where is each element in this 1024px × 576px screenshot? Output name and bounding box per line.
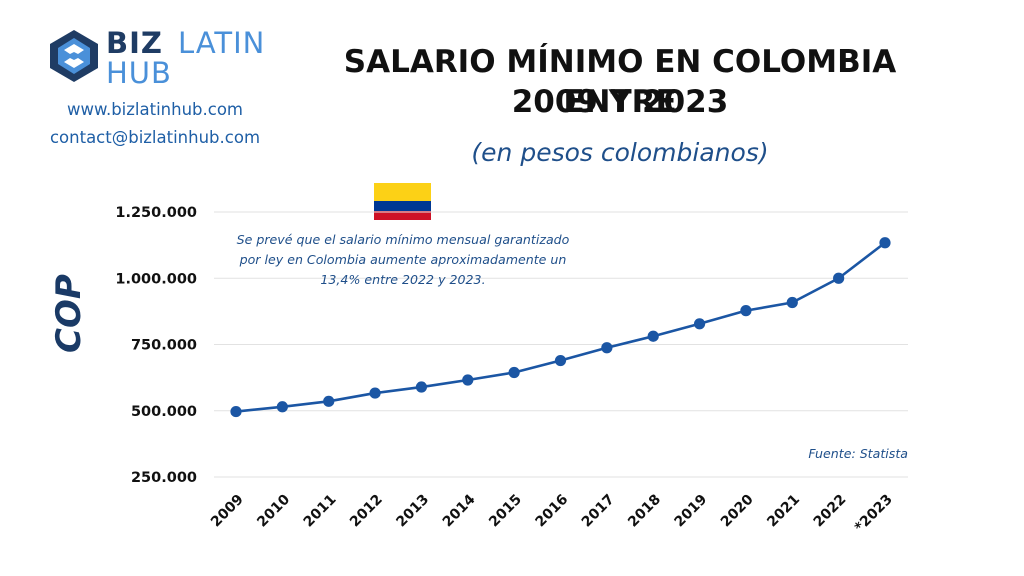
data-point <box>462 374 474 386</box>
data-point <box>833 272 845 284</box>
data-point <box>786 296 798 309</box>
data-point <box>369 387 381 399</box>
website-link[interactable]: www.bizlatinhub.com <box>66 100 243 119</box>
flag-stripe-blue <box>374 201 431 211</box>
chart-annotation-note: Se prevé que el salario mínimo mensual g… <box>236 232 570 287</box>
x-tick-label: 2012 <box>347 492 386 531</box>
chart-subtitle: (en pesos colombianos) <box>471 138 769 167</box>
data-point <box>647 330 659 342</box>
data-point <box>601 342 613 354</box>
y-tick-label: 250.000 <box>131 470 197 486</box>
data-point <box>415 381 428 393</box>
data-point <box>508 366 520 379</box>
flag-stripe-yellow <box>374 183 431 201</box>
data-point <box>879 237 891 249</box>
x-tick-label: 2013 <box>393 492 432 531</box>
contact-email-link[interactable]: contact@bizlatinhub.com <box>49 128 261 147</box>
chart-title-line-1: SALARIO MÍNIMO EN COLOMBIA ENTRE <box>343 44 897 120</box>
y-tick-label: 500.000 <box>131 404 197 420</box>
chart-title-line-2: 2009 Y 2023 <box>511 84 729 120</box>
logo-text-hub: HUB <box>106 56 172 90</box>
x-tick-label: 2018 <box>625 492 664 531</box>
colombia-flag-icon <box>374 183 431 220</box>
y-tick-label: 750.000 <box>131 338 197 354</box>
x-tick-label: 2016 <box>532 492 571 531</box>
bizlatinhub-logo-icon <box>50 30 98 82</box>
data-point <box>554 354 567 367</box>
data-point <box>740 305 752 317</box>
data-point <box>230 405 242 418</box>
x-tick-label: *2023 <box>852 492 896 536</box>
x-tick-label: 2015 <box>486 492 525 531</box>
logo-text-biz: BIZ <box>106 26 163 60</box>
logo-text-latin: LATIN <box>178 26 266 60</box>
flag-stripe-red <box>374 211 431 220</box>
data-point <box>276 401 288 413</box>
x-tick-label: 2022 <box>811 492 850 531</box>
chart-source: Fuente: Statista <box>808 446 908 461</box>
data-point <box>323 395 335 407</box>
x-tick-label: 2010 <box>254 491 293 530</box>
y-tick-label: 1.000.000 <box>115 271 197 287</box>
x-tick-label: 2017 <box>579 492 618 531</box>
y-tick-label: 1.250.000 <box>115 205 197 221</box>
data-point <box>693 318 706 330</box>
x-tick-label: 2021 <box>764 492 803 531</box>
x-tick-label: 2009 <box>208 492 247 531</box>
x-tick-label: 2019 <box>672 492 711 531</box>
x-tick-label: 2020 <box>718 491 757 530</box>
x-tick-label: 2014 <box>440 491 479 530</box>
x-tick-label: 2011 <box>301 492 340 531</box>
